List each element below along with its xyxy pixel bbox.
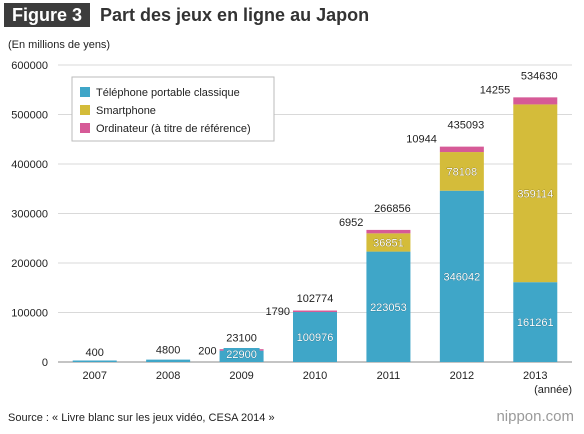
total-label: 435093 bbox=[447, 120, 484, 132]
pc-value-label: 14255 bbox=[480, 84, 511, 96]
total-label: 102774 bbox=[297, 293, 334, 305]
figure-badge: Figure 3 bbox=[4, 3, 90, 27]
fp-value-bg bbox=[440, 270, 484, 284]
y-tick-label: 200000 bbox=[11, 258, 48, 270]
legend-swatch-feature_phone bbox=[80, 87, 90, 97]
total-label: 534630 bbox=[521, 70, 558, 82]
total-label: 400 bbox=[86, 347, 104, 359]
bar-segment-smartphone bbox=[439, 152, 484, 191]
fp-value-label: 100976 bbox=[297, 332, 334, 344]
pc-value-label: 10944 bbox=[406, 134, 437, 146]
bar-segment-pc bbox=[366, 229, 411, 234]
stacked-bar-chart: (En millions de yens) 0 100000 200000 300000… bbox=[8, 39, 572, 396]
x-tick-label: 2012 bbox=[450, 370, 474, 382]
bar-segment-smartphone bbox=[513, 104, 558, 283]
legend-swatch-pc bbox=[80, 123, 90, 133]
source-note: Source : « Livre blanc sur les jeux vidé… bbox=[8, 412, 275, 424]
legend-swatch-smartphone bbox=[80, 105, 90, 115]
x-axis-label: (année) bbox=[534, 384, 572, 396]
fp-value-label: 22900 bbox=[226, 349, 257, 361]
bar-segment-feature_phone bbox=[146, 359, 191, 362]
fp-value-bg bbox=[293, 331, 337, 345]
legend-label-pc: Ordinateur (à titre de référence) bbox=[96, 123, 251, 135]
total-label: 266856 bbox=[374, 203, 411, 215]
bar-segment-feature_phone bbox=[72, 360, 117, 362]
fp-value-bg bbox=[514, 316, 557, 330]
x-tick-label: 2009 bbox=[229, 370, 253, 382]
smartphone-value-label: 359114 bbox=[517, 188, 553, 200]
figure-header: Figure 3 Part des jeux en ligne au Japon bbox=[0, 0, 584, 30]
figure-title: Part des jeux en ligne au Japon bbox=[100, 5, 370, 25]
fp-value-label: 346042 bbox=[443, 271, 480, 283]
y-axis-label: (En millions de yens) bbox=[8, 39, 110, 51]
smartphone-value-label: 78108 bbox=[447, 166, 478, 178]
bar-segment-pc bbox=[439, 146, 484, 153]
smartphone-value-label: 36851 bbox=[373, 237, 404, 249]
x-tick-label: 2011 bbox=[377, 370, 401, 382]
x-tick-label: 2008 bbox=[156, 370, 180, 382]
y-tick-label: 600000 bbox=[11, 60, 48, 72]
pc-value-label: 200 bbox=[198, 346, 216, 358]
fp-value-label: 223053 bbox=[370, 302, 407, 314]
pc-value-label: 1790 bbox=[266, 306, 290, 318]
y-tick-label: 300000 bbox=[11, 209, 48, 221]
brand-text: nippon.com bbox=[496, 408, 574, 425]
chart-area: (En millions de yens) 0 100000 200000 300000… bbox=[0, 30, 584, 400]
y-tick-label: 400000 bbox=[11, 159, 48, 171]
fp-value-bg bbox=[223, 348, 260, 361]
x-tick-label: 2007 bbox=[82, 370, 106, 382]
legend-label-feature_phone: Téléphone portable classique bbox=[96, 87, 240, 99]
bar-segment-smartphone bbox=[366, 233, 411, 252]
bar-segment-pc bbox=[293, 310, 337, 313]
total-label: 23100 bbox=[226, 333, 257, 345]
total-label: 4800 bbox=[156, 345, 180, 357]
y-tick-label: 0 bbox=[42, 357, 48, 369]
fp-value-bg bbox=[367, 300, 410, 314]
legend-label-smartphone: Smartphone bbox=[96, 105, 156, 117]
fp-value-label: 161261 bbox=[517, 317, 554, 329]
x-tick-label: 2013 bbox=[523, 370, 547, 382]
legend-box bbox=[71, 76, 275, 142]
x-tick-label: 2010 bbox=[303, 370, 327, 382]
pc-value-label: 6952 bbox=[339, 217, 363, 229]
bar-segment-pc bbox=[513, 97, 558, 105]
y-tick-label: 500000 bbox=[11, 110, 48, 122]
brand-logo: nippon.com bbox=[496, 408, 574, 425]
y-tick-label: 100000 bbox=[11, 308, 48, 320]
